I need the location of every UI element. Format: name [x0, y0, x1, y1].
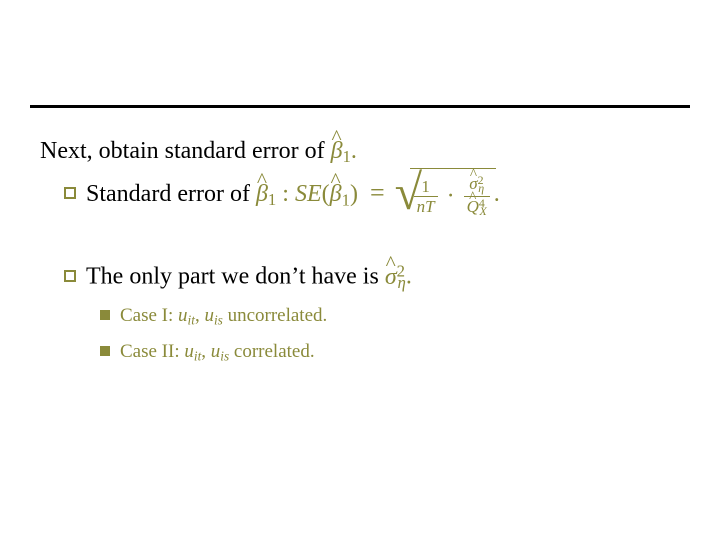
line-2-period: .: [494, 181, 500, 207]
line-1: Next, obtain standard error of β1.: [40, 135, 680, 169]
Q-var: Q: [467, 197, 479, 216]
bullet-small-icon: [100, 310, 110, 320]
sub-case-1: Case I: uit, uis uncorrelated.: [100, 301, 680, 331]
sigma-eta-sq: σ2η: [385, 264, 406, 290]
line-2: Standard error of β1 : SE(β1) = √ 1 nT ·: [64, 171, 680, 220]
horizontal-rule: [30, 105, 690, 108]
dot-sep: ·: [444, 180, 458, 212]
content-area: Next, obtain standard error of β1. Stand…: [40, 135, 680, 367]
se-beta-sub: 1: [342, 190, 350, 209]
se-open: (: [322, 181, 330, 207]
sub-case-2: Case II: uit, uis correlated.: [100, 337, 680, 367]
case1-tail: uncorrelated.: [228, 305, 328, 326]
line-2-colon: :: [282, 181, 289, 207]
line-3: The only part we don’t have is σ2η.: [64, 260, 680, 294]
beta1-symbol-2: β1: [256, 181, 282, 207]
case1-label: Case I:: [120, 305, 173, 326]
frac-2: σ2η Q4X: [464, 175, 490, 218]
beta1-symbol: β1: [331, 138, 351, 164]
line-3-text: The only part we don’t have is: [86, 264, 379, 290]
sqrt-block: √ 1 nT · σ2η Q4X: [397, 171, 494, 220]
se-close: ): [350, 181, 358, 207]
case1-comma: ,: [195, 305, 200, 326]
frac2-den: Q4X: [464, 196, 490, 218]
frac2-num: σ2η: [464, 175, 490, 196]
line-3-period: .: [406, 264, 412, 290]
line-2-text: Standard error of: [86, 181, 250, 207]
sqrt-symbol-icon: √: [395, 167, 422, 217]
case1-u2-sub: is: [214, 312, 223, 327]
slide: Next, obtain standard error of β1. Stand…: [0, 0, 720, 540]
case1-u2: u: [204, 305, 214, 326]
se-label: SE: [295, 181, 322, 207]
bullet-small-icon: [100, 346, 110, 356]
case1-u1: u: [178, 305, 188, 326]
se-formula: SE(β1) = √ 1 nT · σ2η Q4X: [295, 171, 500, 220]
case2-u1: u: [184, 341, 194, 362]
bullet-square-icon: [64, 187, 76, 199]
bullet-square-icon: [64, 270, 76, 282]
sigma-sub-3: η: [398, 273, 406, 292]
sqrt-bar: [410, 168, 496, 169]
case2-comma: ,: [201, 341, 206, 362]
line-1-period: .: [351, 138, 357, 164]
case1-u1-sub: it: [188, 312, 195, 327]
sigma-sub: η: [478, 181, 484, 195]
case2-label: Case II:: [120, 341, 180, 362]
beta-sub-2: 1: [268, 190, 276, 209]
beta-sub: 1: [343, 147, 351, 166]
line-1-text: Next, obtain standard error of: [40, 138, 325, 164]
se-beta: β: [330, 181, 342, 207]
case2-u2: u: [211, 341, 221, 362]
case2-tail: correlated.: [234, 341, 315, 362]
beta-var-2: β: [256, 181, 268, 207]
case2-u2-sub: is: [220, 348, 229, 363]
equals-sign: =: [364, 178, 391, 207]
Q-sub: X: [480, 204, 487, 218]
frac1-den-T: T: [425, 197, 434, 216]
beta-var: β: [331, 138, 343, 164]
sigma-var-3: σ: [385, 264, 397, 290]
